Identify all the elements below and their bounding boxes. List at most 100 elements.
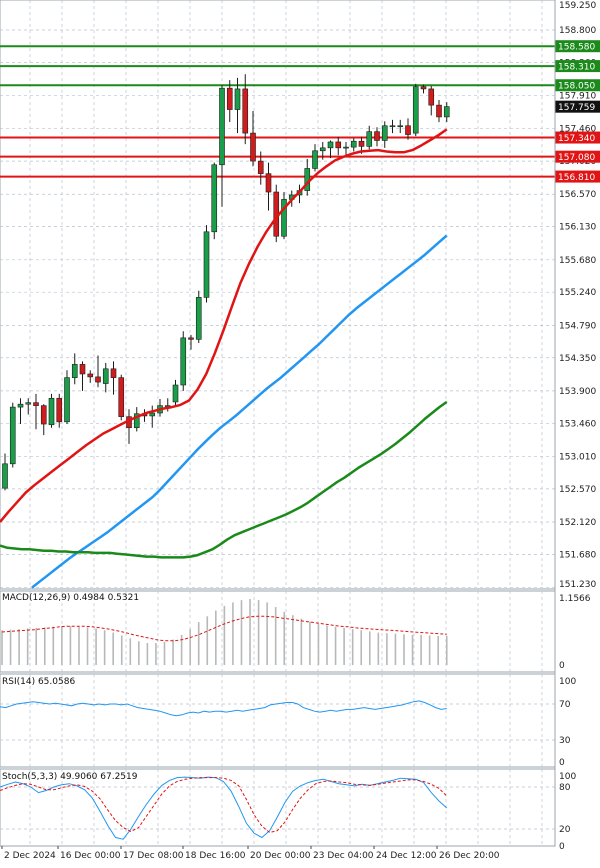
x-tick-label: 24 Dec 12:00 [376,851,437,861]
x-tick-label: 20 Dec 00:00 [250,851,311,861]
price-tick-label: 155.680 [559,256,596,266]
rsi-pane [0,700,555,741]
rsi-tick-label: 30 [559,736,571,746]
grid-layer [0,0,556,847]
price-tick-label: 153.900 [559,387,596,397]
candle-body [71,364,78,378]
level-tag [555,79,600,92]
macd-label: MACD(12,26,9) 0.4984 0.5321 [2,593,140,603]
level-tag-label: 158.310 [558,63,595,73]
candle-body [33,402,39,406]
candle-body [405,125,411,135]
price-tick-label: 155.240 [559,288,596,298]
current-price-label: 157.759 [558,103,595,113]
candle-body [412,86,419,134]
stoch-tick-label: 0 [559,842,565,852]
candle-body [327,141,334,149]
macd-signal-line [1,615,447,642]
candle-body [56,397,63,423]
level-tag-label: 158.580 [558,43,595,53]
stoch-pane [0,776,555,840]
x-tick-label: 16 Dec 00:00 [60,851,121,861]
candle-body [149,412,156,417]
candle-body [366,131,373,147]
candle-body [242,88,249,134]
candle-body [304,168,311,191]
candle-body [350,140,357,148]
rsi-tick-label: 0 [559,758,565,768]
candle-body [2,463,8,489]
price-tick-label: 156.130 [559,223,596,233]
x-tick-label: 17 Dec 08:00 [123,851,184,861]
price-tick-label: 154.790 [559,321,596,331]
candle-body [381,125,388,141]
price-tick-label: 151.680 [559,550,596,560]
candle-body [172,384,179,403]
candle-body [374,131,380,141]
level-tag [555,40,600,53]
candle-body [180,337,187,386]
price-tick-label: 159.250 [559,1,596,11]
rsi-tick-label: 100 [559,677,576,687]
price-tick-label: 152.570 [559,485,596,495]
candle-body [48,397,55,426]
candle-body [343,146,349,149]
candle-body [64,377,70,423]
candle-body [195,297,202,340]
candle-body [234,88,241,110]
candle-body [428,88,435,106]
moving-average-line [31,234,448,589]
candle-body [312,150,318,169]
price-pane [0,45,555,589]
price-tick-label: 151.230 [559,580,596,590]
level-tag-label: 156.810 [558,173,595,183]
candle-body [17,403,24,408]
candle-body [102,368,109,384]
candle-body [95,376,101,383]
candle-body [203,231,210,298]
pane-frame [0,0,556,590]
candle-body [87,373,94,378]
candle-body [9,406,16,465]
candle-body [133,413,140,429]
level-tag [555,150,600,163]
candle-body [335,141,342,149]
stoch-label: Stoch(5,3,3) 49.9060 67.2519 [2,772,138,782]
candle-body [211,164,218,233]
candle-body [265,173,272,193]
candle-body [389,125,396,128]
stoch-tick-label: 20 [559,825,571,835]
candle-body [358,140,365,147]
stoch-d-line [0,777,448,833]
candle-body [40,405,47,425]
stoch-tick-label: 100 [559,772,576,782]
x-tick-label: 23 Dec 04:00 [313,851,374,861]
level-tag-label: 158.050 [558,82,595,92]
level-tag-label: 157.080 [558,153,595,163]
x-tick-label: 18 Dec 16:00 [185,851,246,861]
pane-frame [0,673,556,768]
stoch-tick-label: 80 [559,783,571,793]
x-tick-label: 2 Dec 2024 [4,851,56,861]
price-tick-label: 153.010 [559,452,596,462]
moving-average-line [0,128,448,523]
moving-average-line [0,400,448,559]
candle-body [397,125,404,128]
candle-body [25,402,32,405]
candle-body [319,147,326,152]
macd-pane [1,598,448,665]
price-tick-label: 157.910 [559,92,596,102]
price-tick-label: 153.460 [559,419,596,429]
price-tick-label: 152.120 [559,518,596,528]
candle-body [219,87,225,166]
macd-tick-label: 1.1566 [559,594,591,604]
level-tag [555,131,600,144]
candle-body [226,87,233,110]
price-tick-label: 158.800 [559,26,596,36]
level-tag-label: 157.340 [558,134,595,144]
level-tag [555,170,600,183]
rsi-label: RSI(14) 65.0586 [2,677,76,687]
